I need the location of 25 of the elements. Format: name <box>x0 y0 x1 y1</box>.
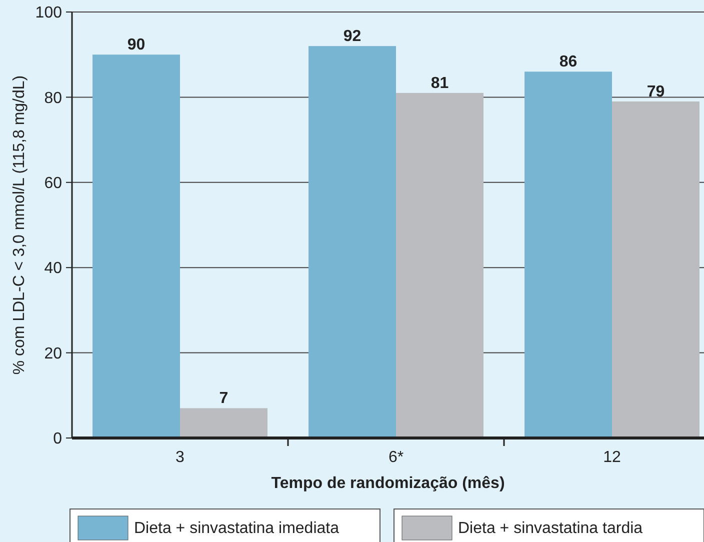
y-tick-label: 60 <box>44 175 62 192</box>
x-tick-label: 6* <box>388 449 404 466</box>
bar <box>92 54 180 438</box>
data-label: 81 <box>430 74 449 92</box>
y-tick-label: 100 <box>35 4 62 22</box>
x-tick-label: 3 <box>176 449 185 466</box>
bar <box>524 72 612 438</box>
data-label: 92 <box>343 28 362 46</box>
bar <box>308 46 396 438</box>
bar <box>180 408 268 438</box>
data-label: 90 <box>127 36 146 54</box>
y-axis-title: % com LDL-C < 3,0 mmol/L (115,8 mg/dL) <box>11 75 28 375</box>
legend-label: Dieta + sinvastatina imediata <box>134 520 340 537</box>
x-tick-label: 12 <box>603 449 621 466</box>
data-label: 86 <box>559 54 578 71</box>
y-tick-label: 0 <box>53 430 62 448</box>
y-tick-label: 40 <box>44 260 62 278</box>
x-axis-title: Tempo de randomização (mês) <box>271 475 505 492</box>
y-tick-label: 20 <box>44 345 62 362</box>
bar <box>396 92 484 438</box>
bar <box>612 101 700 438</box>
legend-label: Dieta + sinvastatina tardia <box>458 520 643 537</box>
data-label: 79 <box>646 83 665 100</box>
y-tick-label: 80 <box>44 90 62 107</box>
data-label: 7 <box>219 390 228 408</box>
